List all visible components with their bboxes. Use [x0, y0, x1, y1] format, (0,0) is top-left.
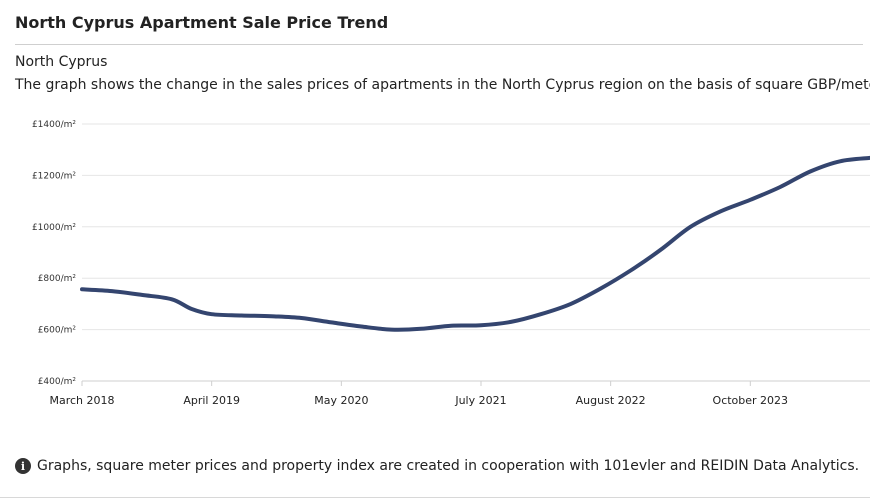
data-point [270, 314, 274, 318]
x-tick-label: May 2020 [314, 394, 368, 407]
data-point [190, 307, 194, 311]
axes [81, 380, 870, 386]
data-point [659, 248, 663, 252]
data-point [748, 198, 752, 202]
y-tick-label: £1200/m² [32, 171, 76, 181]
data-point [80, 287, 84, 291]
x-tick-label: August 2022 [576, 394, 646, 407]
region-name: North Cyprus [15, 54, 108, 70]
title-divider [15, 44, 863, 45]
data-point [389, 328, 393, 332]
x-tick-label: March 2018 [49, 394, 114, 407]
data-point [689, 225, 693, 229]
bottom-divider [0, 497, 870, 498]
data-point [419, 327, 423, 331]
data-point [140, 293, 144, 297]
price-trend-chart: £400/m² £600/m² £800/m² £1000/m² £1200/m² £14… [32, 120, 870, 407]
x-tick-label: October 2023 [713, 394, 789, 407]
data-point [539, 312, 543, 316]
data-point [110, 289, 114, 293]
data-point [240, 314, 244, 318]
data-point [479, 323, 483, 327]
x-tick-label: April 2019 [183, 394, 240, 407]
y-tick-label: £1400/m² [32, 120, 76, 130]
grid-lines [82, 123, 870, 331]
data-point [329, 320, 333, 324]
chart-description: The graph shows the change in the sales … [15, 77, 870, 93]
y-tick-label: £1000/m² [32, 223, 76, 233]
data-point [299, 316, 303, 320]
series-line [80, 155, 870, 332]
data-point [808, 170, 812, 174]
x-tick-labels: March 2018 April 2019 May 2020 July 2021 Aug… [49, 394, 788, 407]
footnote: i Graphs, square meter prices and proper… [15, 458, 859, 474]
data-point [629, 269, 633, 273]
info-icon: i [15, 458, 31, 474]
data-point [838, 159, 842, 163]
data-point [359, 325, 363, 329]
data-point [569, 302, 573, 306]
x-tick-label: July 2021 [454, 394, 506, 407]
data-point [778, 185, 782, 189]
data-point [170, 297, 174, 301]
data-point [718, 209, 722, 213]
kebab-menu-icon[interactable]: ⋮ [866, 102, 870, 113]
page-title: North Cyprus Apartment Sale Price Trend [15, 13, 389, 32]
y-tick-labels: £400/m² £600/m² £800/m² £1000/m² £1200/m² £14… [32, 120, 76, 387]
data-point [599, 287, 603, 291]
series [80, 155, 870, 332]
data-point [449, 324, 453, 328]
y-tick-label: £600/m² [38, 326, 77, 336]
data-point [509, 320, 513, 324]
y-tick-label: £800/m² [38, 274, 77, 284]
footnote-text: Graphs, square meter prices and property… [37, 458, 860, 474]
y-tick-label: £400/m² [38, 377, 77, 387]
data-point [210, 312, 214, 316]
